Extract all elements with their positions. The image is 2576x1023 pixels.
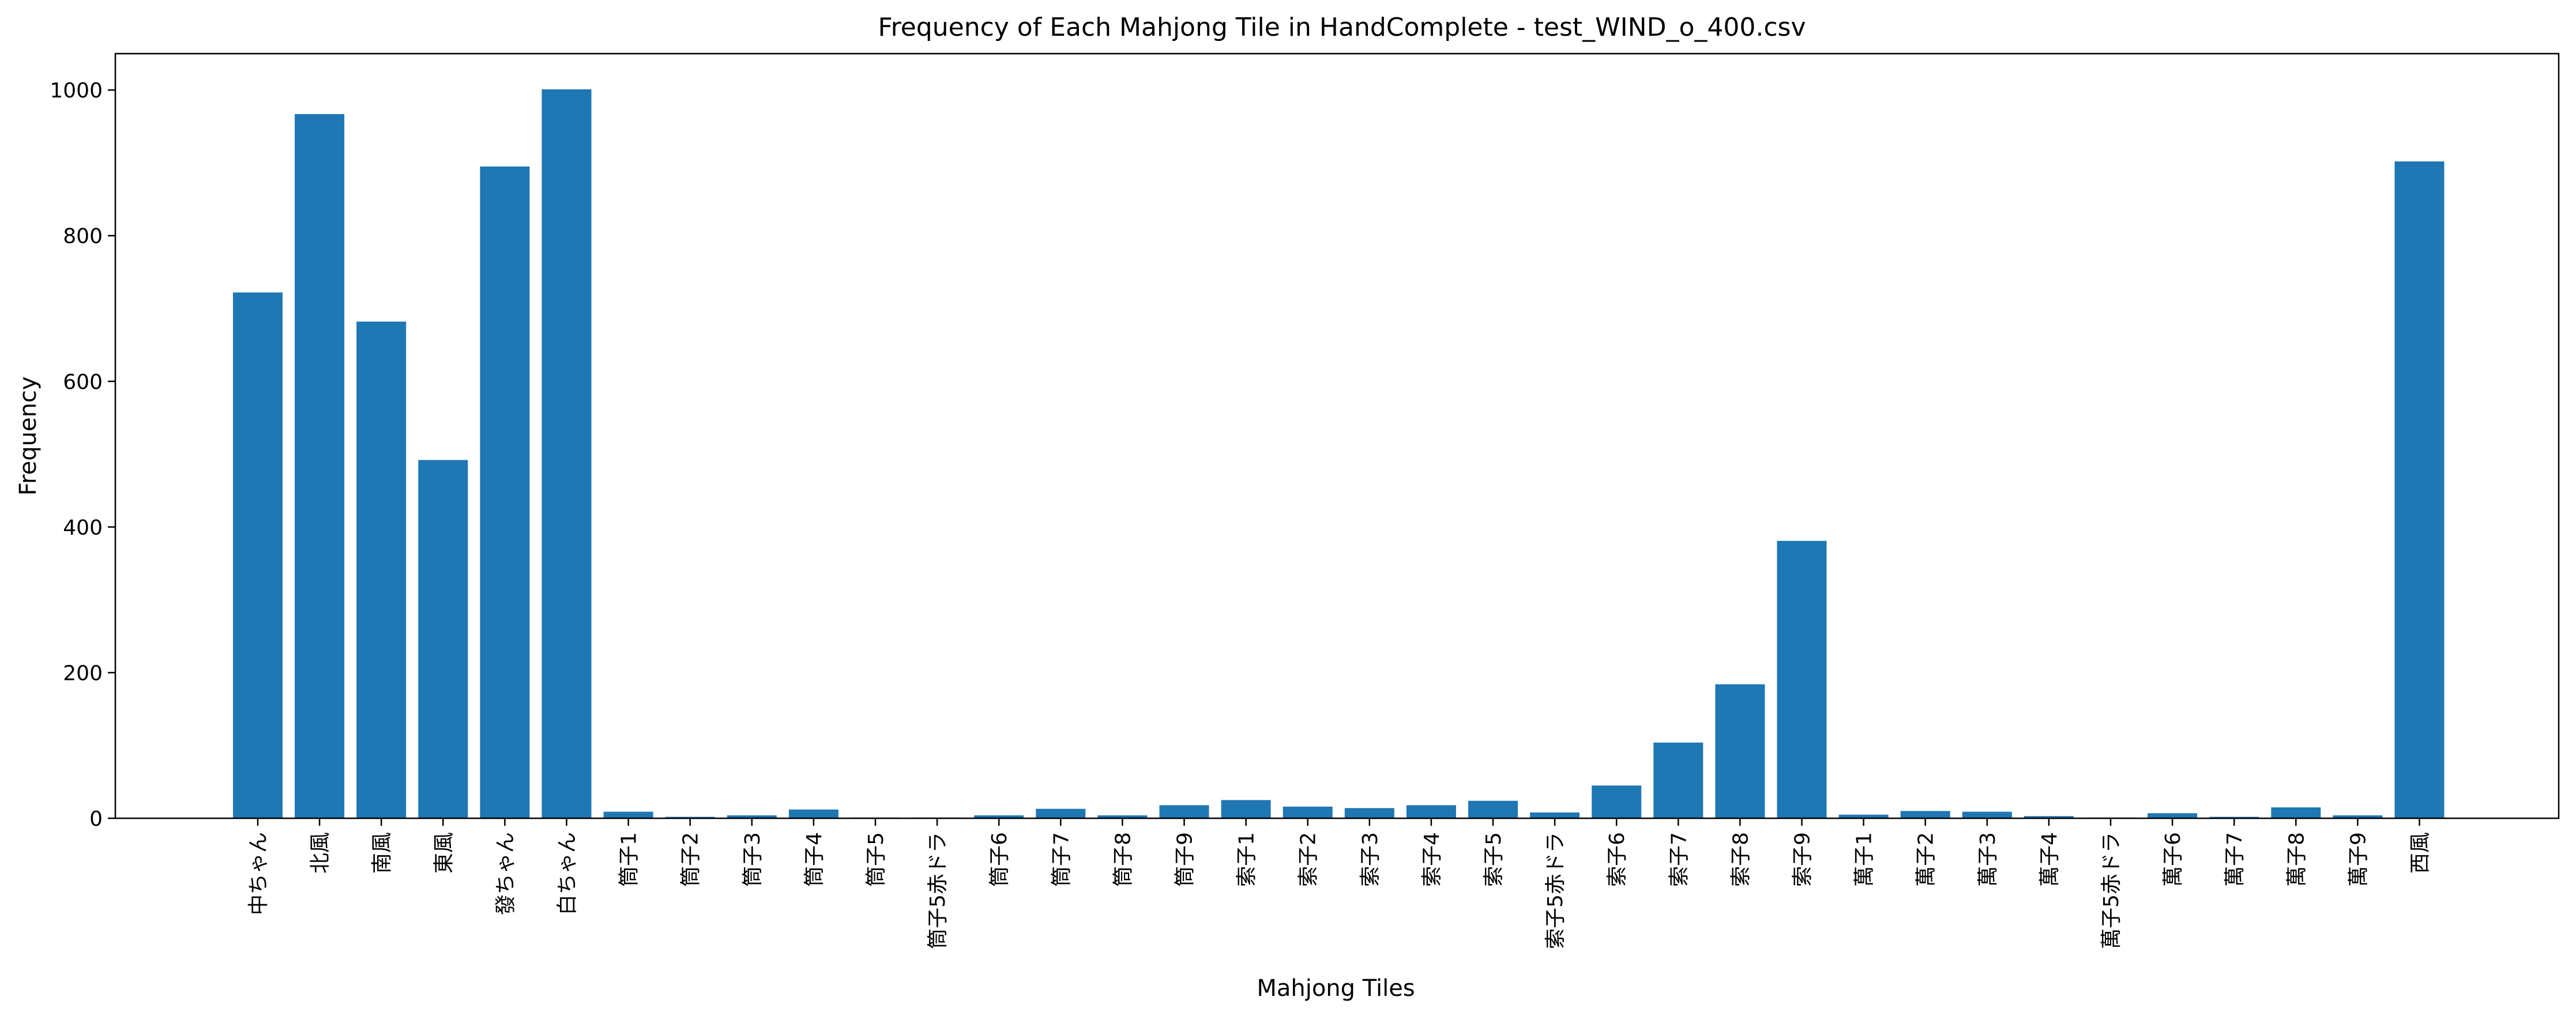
bar: [1097, 815, 1148, 818]
bar: [1900, 811, 1950, 818]
bar: [1715, 684, 1765, 818]
bar: [480, 166, 530, 819]
x-tick-label: 白ちゃん: [556, 832, 580, 915]
y-tick-label: 400: [63, 516, 103, 540]
x-tick-label: 筒子4: [803, 832, 826, 887]
y-axis-label: Frequency: [15, 377, 42, 496]
x-tick-label: 筒子1: [618, 832, 641, 887]
x-tick-label: 西風: [2409, 832, 2432, 874]
x-tick-label: 東風: [432, 832, 456, 874]
x-tick-label: 索子7: [1667, 832, 1691, 887]
x-tick-label: 索子2: [1297, 832, 1321, 887]
bar: [2148, 813, 2198, 818]
x-tick-label: 萬子1: [1853, 832, 1876, 887]
x-tick-label: 萬子9: [2346, 832, 2370, 887]
x-tick-label: 中ちゃん: [247, 832, 270, 915]
bar: [603, 811, 653, 818]
bar: [1468, 800, 1518, 818]
x-tick-label: 筒子5赤ドラ: [926, 832, 950, 949]
x-tick-label: 索子8: [1729, 832, 1753, 887]
x-tick-label: 筒子2: [679, 832, 703, 887]
bar: [2024, 816, 2074, 818]
x-tick-label: 發ちゃん: [494, 832, 517, 915]
x-tick-label: 索子1: [1235, 832, 1259, 887]
x-tick-label: 筒子7: [1050, 832, 1073, 887]
bar: [1221, 800, 1271, 818]
bar: [1283, 806, 1333, 818]
x-tick-label: 索子4: [1420, 832, 1444, 887]
x-axis-label: Mahjong Tiles: [1257, 975, 1415, 1002]
bar: [418, 460, 468, 818]
x-tick-label: 筒子8: [1111, 832, 1135, 887]
bar: [2271, 807, 2321, 818]
bar: [1777, 540, 1827, 818]
plot-frame: [114, 52, 2560, 819]
x-tick-label: 筒子5: [864, 832, 888, 887]
y-tick-label: 800: [63, 225, 103, 249]
x-tick-label: 萬子8: [2285, 832, 2308, 887]
x-tick-label: 南風: [370, 832, 394, 874]
bar: [1406, 805, 1456, 818]
x-tick-label: 筒子6: [988, 832, 1011, 887]
bar: [1036, 808, 1086, 818]
bar: [233, 292, 283, 818]
chart-title: Frequency of Each Mahjong Tile in HandCo…: [878, 13, 1806, 42]
bar: [1962, 811, 2012, 818]
plot-area: 0 200 400 600 800 1000 中ちゃん 北風 南風 東風 發ちゃん 白ちゃん 筒子1 筒子…: [50, 52, 2560, 949]
x-tick-label: 萬子4: [2038, 832, 2062, 887]
x-tick-label: 萬子5赤ドラ: [2100, 832, 2123, 949]
x-tick-label: 索子5: [1482, 832, 1506, 887]
x-tick-label: 索子6: [1605, 832, 1629, 887]
x-tick-label: 索子3: [1359, 832, 1382, 887]
x-tick-label: 筒子3: [741, 832, 765, 887]
bar: [974, 815, 1024, 818]
y-tick-label: 600: [63, 370, 103, 394]
x-tick-label: 索子9: [1791, 832, 1815, 887]
x-tick-label: 索子5赤ドラ: [1544, 832, 1567, 949]
bar: [1592, 785, 1642, 818]
x-tick-label: 萬子2: [1915, 832, 1938, 887]
bar: [356, 321, 407, 818]
bar: [541, 89, 592, 818]
y-tick-label: 0: [89, 807, 103, 831]
bar: [295, 114, 345, 818]
x-tick-label: 筒子9: [1174, 832, 1197, 887]
bar: [788, 809, 838, 818]
bar: [1159, 805, 1209, 818]
bar: [727, 815, 777, 818]
y-tick-label: 200: [63, 661, 103, 685]
x-tick-label: 萬子3: [1976, 832, 2000, 887]
x-tick-label: 萬子6: [2161, 832, 2185, 887]
x-tick-label: 萬子7: [2223, 832, 2247, 887]
x-tick-label: 北風: [309, 832, 332, 874]
bar: [1530, 812, 1580, 818]
bar: [1653, 742, 1703, 818]
bar: [1838, 814, 1889, 818]
bar: [1344, 808, 1394, 818]
y-tick-label: 1000: [50, 79, 103, 103]
bar: [2394, 161, 2445, 818]
bar: [2333, 815, 2383, 818]
